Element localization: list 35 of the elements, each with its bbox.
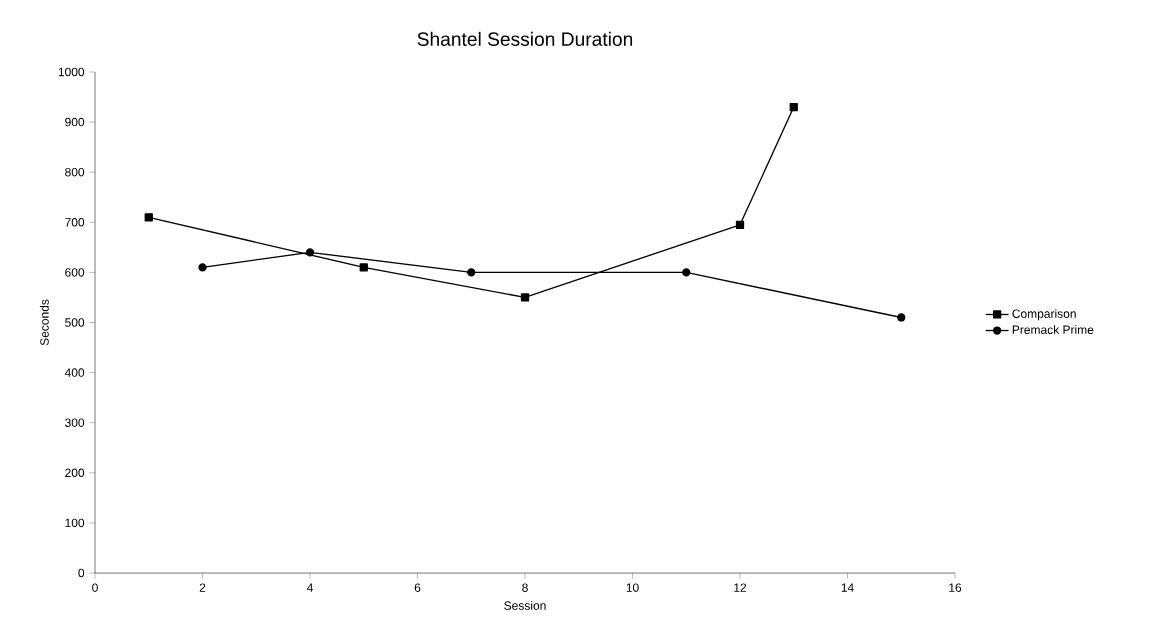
y-tick-label: 1000	[58, 67, 85, 77]
x-tick-label: 6	[414, 583, 421, 592]
x-axis-title: Session	[504, 601, 546, 610]
point	[305, 248, 315, 257]
point	[359, 263, 368, 272]
legend-label: Premack Prime	[1012, 325, 1094, 334]
point	[467, 268, 476, 277]
x-tick-label: 2	[199, 583, 206, 592]
y-tick-label: 400	[64, 368, 85, 377]
x-tick-label: 16	[949, 583, 962, 592]
y-tick-label: 0	[78, 568, 85, 578]
y-tick-label: 700	[65, 218, 85, 227]
x-tick-label: 12	[734, 583, 747, 592]
y-axis-title: Seconds	[39, 299, 49, 346]
x-tick-label: 10	[626, 583, 639, 592]
legend-label: Comparison	[1012, 309, 1076, 321]
x-tick-label: 4	[306, 583, 313, 592]
y-tick-label: 800	[65, 167, 85, 177]
point	[682, 268, 691, 277]
y-tick-label: 100	[65, 518, 85, 528]
point	[520, 293, 530, 302]
x-tick-label: 14	[841, 583, 854, 592]
y-tick-label: 900	[65, 117, 85, 127]
point	[144, 213, 153, 222]
x-tick-label: 8	[522, 583, 528, 592]
y-tick-label: 300	[65, 418, 85, 427]
point	[735, 220, 745, 229]
point	[897, 313, 906, 322]
y-tick-label: 200	[65, 468, 85, 478]
point	[198, 263, 207, 272]
chart-title: Shantel Session Duration	[417, 31, 633, 46]
point	[789, 102, 798, 112]
x-tick-label: 0	[92, 583, 98, 592]
y-tick-label: 500	[65, 318, 85, 327]
y-tick-label: 600	[65, 268, 85, 277]
